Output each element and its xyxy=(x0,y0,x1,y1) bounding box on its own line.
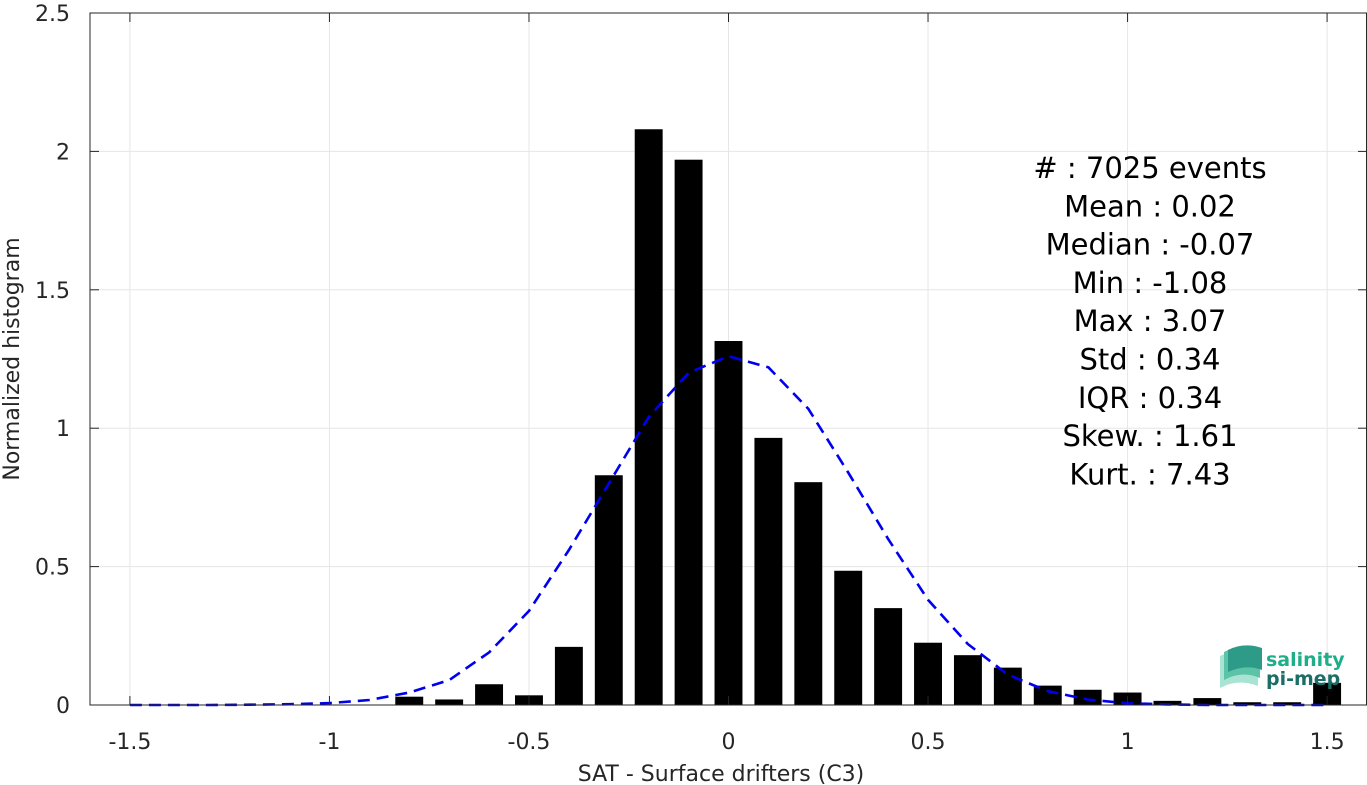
stat-line-5: Std : 0.34 xyxy=(1080,343,1221,377)
bar-1 xyxy=(435,699,464,705)
stat-line-1: Mean : 0.02 xyxy=(1064,189,1236,223)
logo-line1: salinity xyxy=(1266,649,1345,671)
x-tick-label-5: 1 xyxy=(1121,730,1135,755)
bar-4 xyxy=(554,646,583,705)
y-tick-labels: 0 0.5 1 1.5 2 2.5 xyxy=(35,2,70,719)
bar-10 xyxy=(794,482,823,705)
bar-12 xyxy=(874,608,903,705)
y-tick-label-5: 2.5 xyxy=(35,2,70,27)
bar-2 xyxy=(475,684,504,705)
bar-20 xyxy=(1193,698,1222,705)
bar-5 xyxy=(594,475,623,705)
x-tick-label-3: 0 xyxy=(722,730,736,755)
y-tick-label-2: 1 xyxy=(56,417,70,442)
bar-13 xyxy=(914,642,942,705)
bar-17 xyxy=(1073,689,1102,705)
stat-line-2: Median : -0.07 xyxy=(1046,228,1255,262)
stat-line-4: Max : 3.07 xyxy=(1074,304,1227,338)
stat-line-8: Kurt. : 7.43 xyxy=(1069,457,1230,491)
bar-9 xyxy=(754,437,783,705)
bar-16 xyxy=(1033,685,1062,705)
y-tick-label-1: 0.5 xyxy=(35,556,70,581)
y-axis-label: Normalized histogram xyxy=(0,237,25,480)
stat-line-0: # : 7025 events xyxy=(1033,151,1266,185)
x-axis-label: SAT - Surface drifters (C3) xyxy=(578,762,865,785)
bar-11 xyxy=(834,570,863,705)
logo-waves-icon xyxy=(1220,645,1262,688)
logo-line2: pi-mep xyxy=(1266,668,1340,690)
x-tick-label-2: -0.5 xyxy=(508,730,551,755)
stat-line-7: Skew. : 1.61 xyxy=(1062,419,1237,453)
bar-8 xyxy=(714,341,743,705)
bar-23 xyxy=(1313,682,1342,705)
bar-22 xyxy=(1273,702,1302,705)
stats-panel: # : 7025 events Mean : 0.02 Median : -0.07… xyxy=(1033,151,1266,491)
stat-line-6: IQR : 0.34 xyxy=(1078,381,1222,415)
bar-0 xyxy=(395,696,424,705)
histogram-bars xyxy=(395,129,1342,706)
y-tick-label-3: 1.5 xyxy=(35,279,70,304)
salinity-pi-mep-logo: salinity pi-mep xyxy=(1220,645,1345,690)
stat-line-3: Min : -1.08 xyxy=(1073,266,1228,300)
x-tick-label-0: -1.5 xyxy=(108,730,151,755)
y-tick-label-0: 0 xyxy=(56,694,70,719)
x-tick-label-1: -1 xyxy=(318,730,340,755)
bar-14 xyxy=(953,655,982,705)
x-tick-label-4: 0.5 xyxy=(911,730,946,755)
bar-7 xyxy=(674,159,703,706)
y-tick-label-4: 2 xyxy=(56,140,70,165)
bar-19 xyxy=(1153,700,1182,705)
bar-21 xyxy=(1233,702,1262,705)
bar-15 xyxy=(993,667,1022,705)
x-tick-label-6: 1.5 xyxy=(1310,730,1345,755)
x-tick-labels: -1.5 -1 -0.5 0 0.5 1 1.5 xyxy=(108,730,1344,755)
tick-marks xyxy=(90,12,1367,706)
